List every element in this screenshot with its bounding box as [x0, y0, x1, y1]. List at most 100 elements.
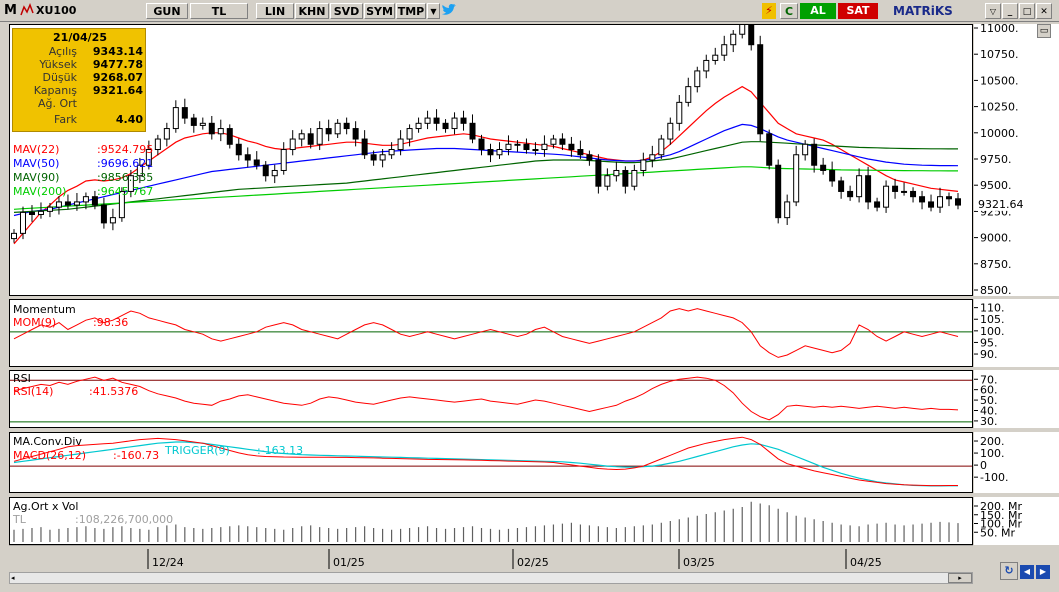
candle-body — [613, 169, 620, 177]
candle-body — [694, 70, 701, 88]
legend-mav90: MAV(90):9856.335 — [13, 171, 154, 184]
toolbar: M XU100 GUN TL LIN KHN SVD SYM TMP ▼ ⚡ C… — [0, 0, 1059, 22]
info-row-close: Kapanış 9321.64 — [33, 84, 143, 97]
candle-body — [946, 196, 953, 200]
macd-axis: 200. 100. 0 -100. — [974, 432, 1059, 493]
close-icon[interactable]: ✕ — [1036, 3, 1052, 19]
candle-body — [397, 138, 404, 151]
tmp-button[interactable]: TMP — [396, 3, 426, 19]
svd-button[interactable]: SVD — [330, 3, 363, 19]
candle-body — [127, 175, 134, 192]
moving-average-line — [13, 85, 959, 245]
sell-button[interactable]: SAT — [838, 3, 878, 19]
chart-type-icon[interactable] — [20, 2, 34, 19]
candle-body — [55, 201, 62, 208]
candle-body — [190, 117, 197, 126]
momentum-axis-label: 105. — [980, 313, 1005, 326]
scroll-right-arrow-icon[interactable]: ▶ — [1036, 565, 1050, 579]
alert-icon[interactable]: ⚡ — [762, 3, 776, 19]
price-axis-label: 10250. — [980, 101, 1019, 114]
candle-body — [433, 117, 440, 124]
price-axis-label: 10750. — [980, 48, 1019, 61]
candle-body — [352, 128, 359, 140]
candle-body — [37, 210, 44, 215]
macd-panel[interactable] — [9, 432, 973, 493]
date-label: 12/24 — [152, 556, 184, 569]
rsi-chart — [10, 376, 972, 423]
twitter-icon[interactable] — [441, 3, 457, 19]
candle-body — [460, 117, 467, 124]
candle-body — [793, 154, 800, 203]
candle-body — [298, 133, 305, 140]
date-label: 01/25 — [333, 556, 365, 569]
momentum-chart — [10, 308, 972, 358]
candle-body — [541, 143, 548, 151]
candle-body — [118, 190, 125, 219]
candle-body — [784, 201, 791, 219]
minimize-dropdown-icon[interactable]: ▽ — [985, 3, 1001, 19]
candle-body — [622, 169, 629, 187]
scroll-left-icon[interactable]: ◂ — [11, 574, 15, 582]
rsi-axis-label: 50. — [980, 394, 998, 407]
scale-button[interactable]: LIN — [256, 3, 294, 19]
last-price-label: 9321.64 — [978, 198, 1024, 211]
candle-body — [136, 164, 143, 177]
candle-body — [676, 101, 683, 124]
macd-chart — [10, 436, 972, 487]
rsi-title: RSI — [13, 372, 31, 385]
rsi-axis-label: 30. — [980, 415, 998, 428]
candle-body — [64, 201, 71, 206]
candle-body — [775, 164, 782, 219]
scroll-left-arrow-icon[interactable]: ◀ — [1020, 565, 1034, 579]
dropdown-arrow-icon[interactable]: ▼ — [427, 3, 440, 19]
candle-body — [712, 54, 719, 61]
currency-button[interactable]: TL — [190, 3, 248, 19]
minimize-icon[interactable]: _ — [1002, 3, 1018, 19]
trigger-line — [13, 441, 958, 487]
candle-body — [145, 149, 152, 166]
momentum-panel[interactable] — [9, 299, 973, 367]
candle-body — [955, 198, 961, 206]
momentum-axis-label: 90. — [980, 348, 998, 361]
period-button[interactable]: GUN — [146, 3, 188, 19]
panel-settings-icon[interactable]: ▭ — [1037, 24, 1051, 38]
candle-body — [469, 122, 476, 140]
price-axis-label: 9000. — [980, 232, 1012, 245]
date-label: 02/25 — [517, 556, 549, 569]
candle-body — [100, 204, 107, 224]
c-button[interactable]: C — [780, 3, 798, 19]
buy-button[interactable]: AL — [800, 3, 836, 19]
momentum-axis-label: 110. — [980, 302, 1005, 315]
volume-panel[interactable] — [9, 497, 973, 545]
macd-title: MA.Conv.Div — [13, 435, 82, 448]
candle-body — [316, 128, 323, 145]
candle-body — [757, 44, 764, 135]
momentum-axis-label: 100. — [980, 325, 1005, 338]
horizontal-scrollbar[interactable]: ◂ ▸ — [9, 572, 973, 584]
trigger-legend: TRIGGER(9):-163.13 — [165, 444, 304, 457]
scroll-thumb[interactable]: ▸ — [948, 573, 972, 583]
candle-body — [109, 217, 116, 224]
price-chart — [11, 16, 961, 245]
maximize-icon[interactable]: □ — [1019, 3, 1035, 19]
rsi-panel[interactable] — [9, 370, 973, 428]
candle-body — [208, 122, 215, 135]
candle-body — [532, 149, 539, 152]
date-label: 03/25 — [683, 556, 715, 569]
symbol-label[interactable]: XU100 — [36, 4, 77, 17]
candle-body — [82, 196, 89, 203]
candle-body — [73, 201, 80, 206]
refresh-icon[interactable]: ↻ — [1000, 562, 1018, 580]
sym-button[interactable]: SYM — [364, 3, 395, 19]
candle-body — [334, 122, 341, 135]
khn-button[interactable]: KHN — [295, 3, 329, 19]
price-panel[interactable] — [9, 16, 973, 296]
candle-body — [559, 138, 566, 145]
macd-axis-label: 200. — [980, 435, 1005, 448]
rsi-line — [13, 376, 959, 421]
last-price-box — [976, 196, 1036, 211]
candle-body — [847, 190, 854, 198]
candle-body — [388, 149, 395, 156]
candle-body — [820, 164, 827, 171]
candle-body — [199, 122, 206, 126]
